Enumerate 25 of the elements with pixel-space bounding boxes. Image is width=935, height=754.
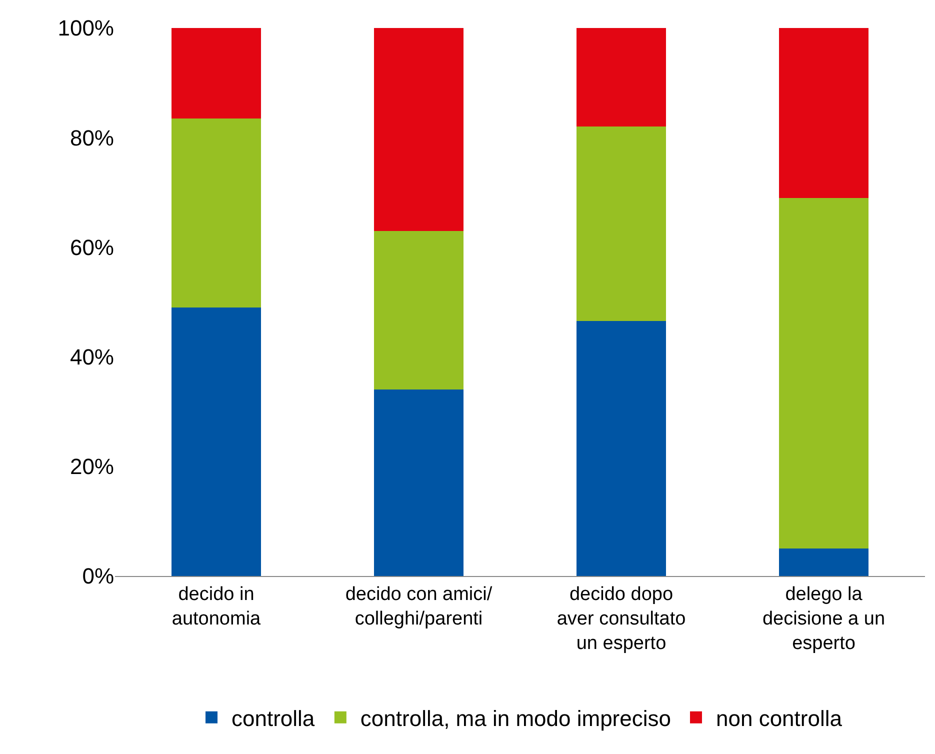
bar bbox=[779, 198, 868, 549]
bar bbox=[172, 28, 261, 118]
y-tick-label: 40% bbox=[70, 344, 114, 370]
bar bbox=[779, 548, 868, 576]
bar bbox=[172, 118, 261, 308]
bar bbox=[576, 28, 666, 127]
bar bbox=[779, 28, 868, 198]
bar bbox=[576, 126, 666, 322]
x-tick-label: decido con amici/ colleghi/parenti bbox=[345, 584, 493, 630]
x-tick-label: decido in autonomia bbox=[172, 584, 262, 630]
y-tick-label: 20% bbox=[70, 454, 114, 480]
y-tick-label: 80% bbox=[70, 125, 114, 150]
y-tick-label: 60% bbox=[70, 234, 114, 260]
x-tick-label: decido dopo aver consultato un esperto bbox=[556, 584, 686, 654]
legend-label: controlla, ma in modo impreciso bbox=[360, 706, 671, 731]
y-tick-label: 0% bbox=[82, 564, 114, 589]
bar bbox=[374, 390, 464, 576]
y-tick-label: 100% bbox=[58, 16, 114, 41]
bar bbox=[374, 28, 464, 231]
bar bbox=[576, 321, 666, 576]
x-tick-label: delego la decisione a un esperto bbox=[762, 584, 886, 654]
bar bbox=[172, 307, 261, 576]
bar bbox=[374, 230, 464, 390]
legend-label: non controlla bbox=[716, 706, 843, 731]
legend-label: controlla bbox=[232, 706, 316, 731]
